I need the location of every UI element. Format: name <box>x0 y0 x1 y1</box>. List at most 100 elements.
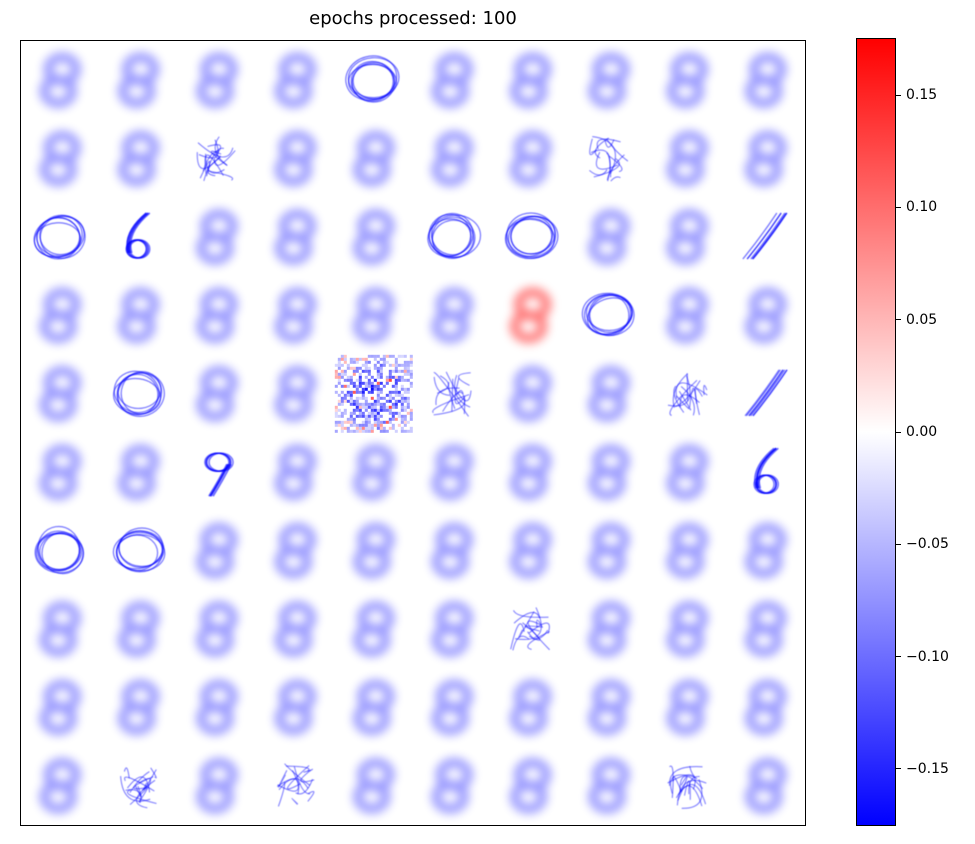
weight-cell-r3-c2 <box>196 287 238 343</box>
weight-cell-r5-c6 <box>510 444 552 500</box>
weights-grid-svg <box>33 52 788 814</box>
weight-cell-r0-c2 <box>196 52 238 108</box>
colorbar-tick-mark <box>895 768 901 770</box>
weight-cell-r2-c8 <box>666 209 708 265</box>
weight-cell-r5-c1 <box>118 444 160 500</box>
chart-title: epochs processed: 100 <box>309 8 517 29</box>
weight-cell-r2-c5 <box>427 212 482 259</box>
colorbar-tick-label: 0.05 <box>906 311 938 328</box>
weight-cell-r3-c3 <box>274 287 316 343</box>
colorbar-tick-label: −0.15 <box>906 760 949 777</box>
weight-cell-r7-c2 <box>196 601 238 657</box>
weight-cell-r6-c0 <box>34 525 85 575</box>
weight-cell-r8-c3 <box>274 679 316 735</box>
weight-cell-r6-c1 <box>112 527 166 573</box>
weight-cell-r1-c7 <box>588 136 629 182</box>
weight-cell-r8-c6 <box>510 679 552 735</box>
weight-cell-r9-c3 <box>276 763 315 807</box>
weights-grid <box>20 40 806 826</box>
colorbar-tick-mark <box>895 656 901 658</box>
weight-cell-r1-c9 <box>745 131 787 187</box>
weight-cell-r9-c7 <box>588 758 630 814</box>
weight-cell-r2-c7 <box>588 209 630 265</box>
weight-cell-r2-c3 <box>274 209 316 265</box>
weight-cell-r8-c2 <box>196 679 238 735</box>
colorbar-tick-label: −0.10 <box>906 648 949 665</box>
weight-cell-r1-c8 <box>666 131 708 187</box>
weight-cell-r1-c0 <box>39 131 81 187</box>
colorbar <box>856 38 896 826</box>
weight-cell-r9-c5 <box>431 758 473 814</box>
weight-cell-r8-c5 <box>431 679 473 735</box>
weight-cell-r6-c2 <box>196 523 238 579</box>
weight-cell-r9-c8 <box>667 765 707 809</box>
weight-cell-r6-c3 <box>274 523 316 579</box>
weight-cell-r7-c8 <box>666 601 708 657</box>
weight-cell-r7-c7 <box>588 601 630 657</box>
weight-cell-r8-c0 <box>39 679 81 735</box>
weight-cell-r0-c3 <box>274 52 316 108</box>
colorbar-tick-mark <box>895 206 901 208</box>
weight-cell-r1-c5 <box>431 131 473 187</box>
weight-cell-r3-c1 <box>118 287 160 343</box>
weight-cell-r0-c6 <box>510 52 552 108</box>
weight-cell-r2-c9 <box>742 212 788 260</box>
weight-cell-r7-c9 <box>745 601 787 657</box>
weight-cell-r7-c5 <box>431 601 473 657</box>
weight-cell-r1-c2 <box>196 136 236 182</box>
weight-cell-r9-c2 <box>196 758 238 814</box>
weight-cell-r0-c5 <box>431 52 473 108</box>
weight-cell-r5-c5 <box>431 444 473 500</box>
colorbar-tick-mark <box>895 319 901 321</box>
colorbar-tick-mark <box>895 431 901 433</box>
weight-cell-r2-c6 <box>504 212 559 260</box>
weight-cell-r6-c7 <box>588 523 630 579</box>
weight-cell-r9-c4 <box>353 758 395 814</box>
weight-cell-r7-c3 <box>274 601 316 657</box>
weight-cell-r1-c3 <box>274 131 316 187</box>
weight-cell-r3-c7 <box>581 292 635 337</box>
weight-cell-r6-c8 <box>666 523 708 579</box>
colorbar-tick-mark <box>895 543 901 545</box>
weight-cell-r2-c2 <box>196 209 238 265</box>
weight-cell-r5-c9 <box>753 447 779 494</box>
colorbar-tick-mark <box>895 94 901 96</box>
weight-cell-r2-c0 <box>33 214 86 260</box>
weight-cell-r5-c0 <box>39 444 81 500</box>
weight-cell-r9-c1 <box>120 767 157 809</box>
colorbar-tick-label: 0.15 <box>906 87 938 104</box>
weight-cell-r2-c4 <box>353 209 395 265</box>
weight-cell-r6-c5 <box>431 523 473 579</box>
weight-cell-r1-c6 <box>510 131 552 187</box>
weight-cell-r8-c8 <box>666 679 708 735</box>
colorbar-tick-label: −0.05 <box>906 536 949 553</box>
weight-cell-r0-c4 <box>345 55 400 103</box>
weight-cell-r0-c0 <box>39 52 81 108</box>
weight-cell-r3-c6 <box>510 287 552 343</box>
weight-cell-r7-c0 <box>39 601 81 657</box>
weight-cell-r8-c7 <box>588 679 630 735</box>
weight-cell-r4-c7 <box>588 366 630 422</box>
weight-cell-r6-c4 <box>353 523 395 579</box>
weight-cell-r9-c6 <box>510 758 552 814</box>
weight-cell-r2-c1 <box>125 212 151 259</box>
weight-cell-r4-c8 <box>667 373 708 416</box>
weight-cell-r4-c0 <box>39 366 81 422</box>
weight-cell-r7-c1 <box>118 601 160 657</box>
weight-cell-r0-c1 <box>118 52 160 108</box>
weight-cell-r5-c2 <box>204 452 234 497</box>
colorbar-tick-label: 0.10 <box>906 199 938 216</box>
weight-cell-r3-c8 <box>666 287 708 343</box>
weight-cell-r6-c9 <box>745 523 787 579</box>
weight-cell-r9-c0 <box>39 758 81 814</box>
weight-cell-r8-c9 <box>745 679 787 735</box>
weight-cell-r5-c4 <box>353 444 395 500</box>
weight-cell-r0-c9 <box>745 52 787 108</box>
weight-cell-r0-c7 <box>588 52 630 108</box>
weight-cell-r3-c4 <box>353 287 395 343</box>
weight-cell-r5-c7 <box>588 444 630 500</box>
weight-cell-r4-c3 <box>274 366 316 422</box>
weight-cell-r4-c6 <box>510 366 552 422</box>
weight-cell-r4-c2 <box>196 366 238 422</box>
weight-cell-r1-c4 <box>353 131 395 187</box>
